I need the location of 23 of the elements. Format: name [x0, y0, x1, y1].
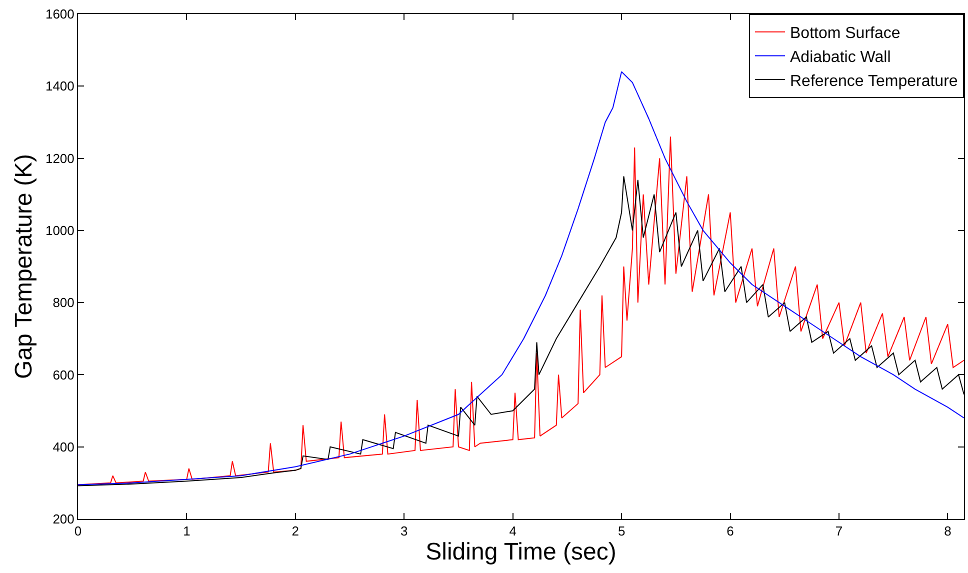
x-tick-label: 1	[183, 524, 190, 539]
y-tick-label: 1600	[45, 6, 74, 22]
y-tick-label: 600	[52, 367, 74, 382]
x-tick-label: 5	[618, 524, 626, 539]
x-tick-label: 8	[944, 524, 952, 539]
legend-label: Reference Temperature	[790, 72, 958, 90]
y-tick-label: 800	[52, 295, 74, 310]
x-tick-label: 6	[726, 524, 734, 539]
y-tick-label: 1200	[45, 150, 74, 166]
x-tick-label: 2	[292, 524, 300, 539]
y-tick-label: 200	[52, 512, 74, 527]
line-series	[78, 71, 964, 486]
y-axis-title: Gap Temperature (K)	[10, 154, 38, 379]
y-tick-label: 400	[52, 439, 74, 454]
x-axis-title: Sliding Time (sec)	[426, 538, 616, 566]
legend-label: Adiabatic Wall	[790, 48, 891, 66]
x-tick-label: 3	[400, 524, 408, 539]
y-tick-label: 1000	[45, 222, 74, 238]
x-tick-label: 4	[509, 524, 516, 539]
legend-label: Bottom Surface	[790, 25, 900, 42]
x-tick-label: 7	[835, 524, 843, 539]
y-tick-label: 1400	[45, 78, 74, 94]
x-tick-label: 0	[74, 524, 82, 539]
